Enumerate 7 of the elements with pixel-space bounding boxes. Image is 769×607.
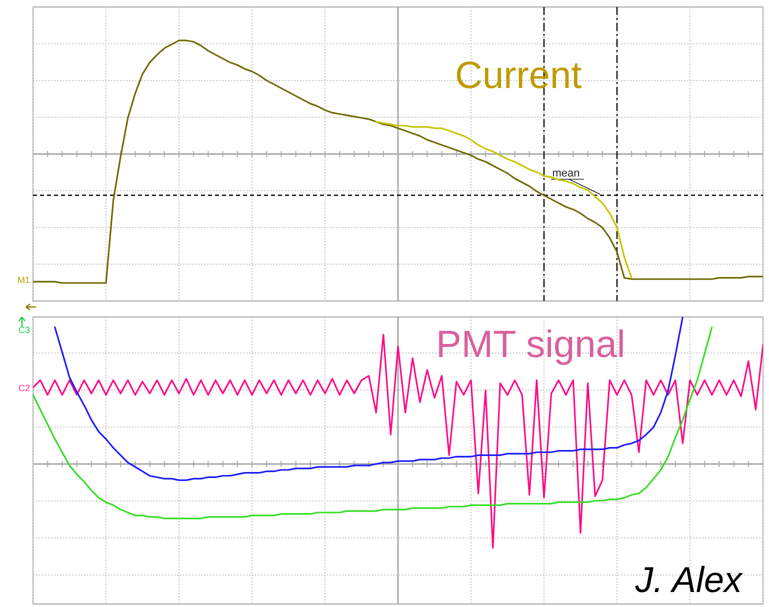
annotation: Current [455,55,582,97]
text: C3 [18,325,30,335]
text: C2 [18,383,30,393]
text: J. Alex [634,559,744,600]
ref-line-label: mean [552,167,580,180]
text: M1 [17,275,30,285]
annotation: PMT signal [436,324,626,366]
